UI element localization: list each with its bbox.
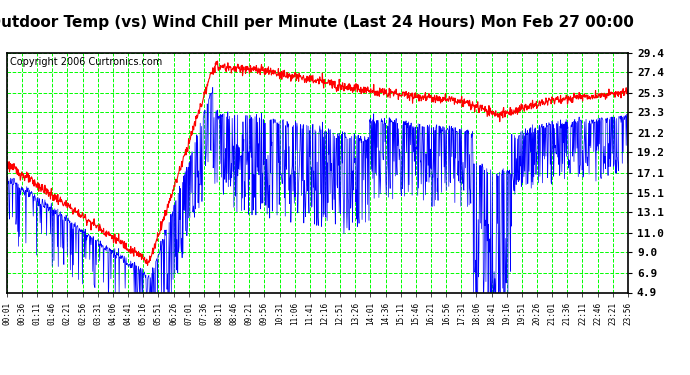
Text: Outdoor Temp (vs) Wind Chill per Minute (Last 24 Hours) Mon Feb 27 00:00: Outdoor Temp (vs) Wind Chill per Minute … <box>0 15 633 30</box>
Text: Copyright 2006 Curtronics.com: Copyright 2006 Curtronics.com <box>10 57 162 67</box>
